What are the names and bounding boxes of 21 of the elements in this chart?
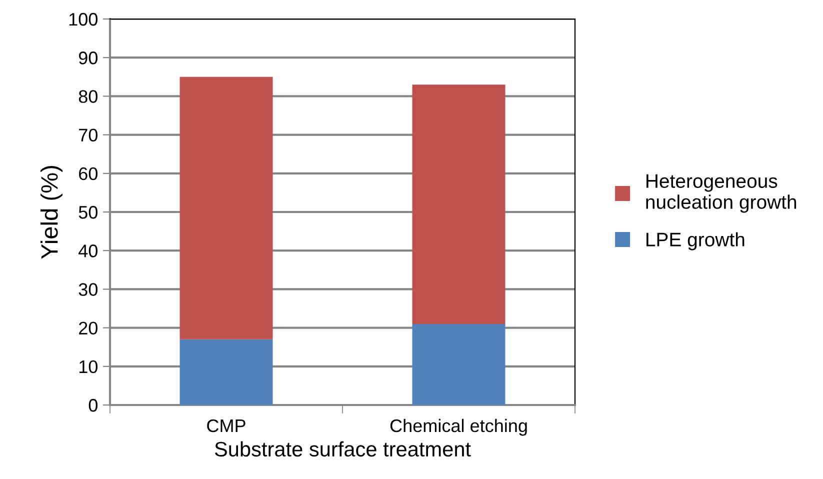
y-tick-label: 80: [78, 90, 98, 103]
bar: [412, 324, 506, 405]
y-tick-label: 50: [78, 206, 98, 219]
legend-label: LPE growth: [646, 232, 744, 250]
y-tick-label: 60: [79, 167, 98, 180]
bar: [180, 76, 273, 340]
legend-label: Heterogeneous nucleation growth: [646, 174, 796, 213]
y-tick-label: 70: [79, 128, 98, 142]
y-tick-label: 100: [69, 12, 98, 26]
y-axis-title: Yield (%): [40, 166, 63, 259]
y-tick-label: 20: [79, 322, 98, 335]
x-axis-title: Substrate surface treatment: [214, 441, 471, 457]
y-tick-label: 40: [78, 244, 98, 258]
bar: [180, 339, 273, 405]
y-tick-label: 0: [88, 398, 98, 412]
x-tick-label: Chemical etching: [390, 418, 527, 436]
bar: [412, 84, 506, 324]
y-tick-label: 90: [78, 52, 98, 64]
y-tick-label: 10: [79, 360, 98, 374]
x-tick-label: CMP: [207, 419, 246, 432]
y-tick-label: 30: [78, 283, 98, 296]
